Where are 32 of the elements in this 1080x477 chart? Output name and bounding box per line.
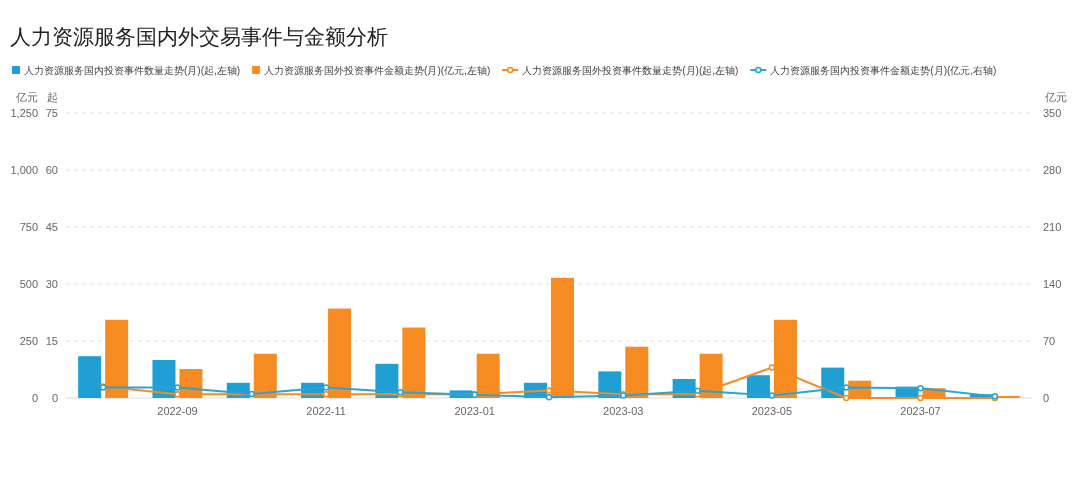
y2-axis-title: 起 [47, 91, 58, 103]
y2-tick-label: 45 [45, 221, 58, 233]
y2-tick-label: 30 [45, 278, 58, 290]
y3-tick-label: 280 [1043, 164, 1062, 176]
y-axis-title: 亿元 [15, 91, 38, 103]
y3-tick-label: 140 [1043, 278, 1062, 290]
y-tick-label: 0 [31, 392, 38, 404]
legend-label: 人力资源服务国外投资事件金额走势(月)(亿元,左轴) [264, 65, 491, 76]
y-tick-label: 1,250 [10, 107, 38, 119]
chart-title: 人力资源服务国内外交易事件与金额分析 [10, 25, 388, 48]
x-tick-label: 2023-07 [900, 405, 941, 417]
legend-label: 人力资源服务国外投资事件数量走势(月)(起,左轴) [522, 65, 739, 76]
y-tick-label: 1,000 [10, 164, 38, 176]
legend-label: 人力资源服务国内投资事件金额走势(月)(亿元,右轴) [770, 65, 997, 76]
y3-tick-label: 70 [1043, 335, 1056, 347]
y2-tick-label: 75 [45, 107, 58, 119]
y3-tick-label: 350 [1043, 107, 1062, 119]
y-tick-label: 250 [19, 335, 38, 347]
y2-tick-label: 60 [45, 164, 58, 176]
legend-label: 人力资源服务国内投资事件数量走势(月)(起,左轴) [24, 65, 241, 76]
y3-tick-label: 210 [1043, 221, 1062, 233]
y3-tick-label: 0 [1043, 392, 1050, 404]
x-tick-label: 2023-05 [751, 405, 793, 417]
x-tick-label: 2023-03 [603, 405, 644, 417]
y-tick-label: 750 [19, 221, 38, 233]
x-tick-label: 2022-11 [306, 405, 346, 417]
y3-axis-title: 亿元 [1044, 91, 1067, 103]
y2-tick-label: 0 [51, 392, 58, 404]
y-tick-label: 500 [19, 278, 38, 290]
x-tick-label: 2023-01 [454, 405, 495, 417]
x-tick-label: 2022-09 [157, 405, 198, 417]
y2-tick-label: 15 [45, 335, 58, 347]
